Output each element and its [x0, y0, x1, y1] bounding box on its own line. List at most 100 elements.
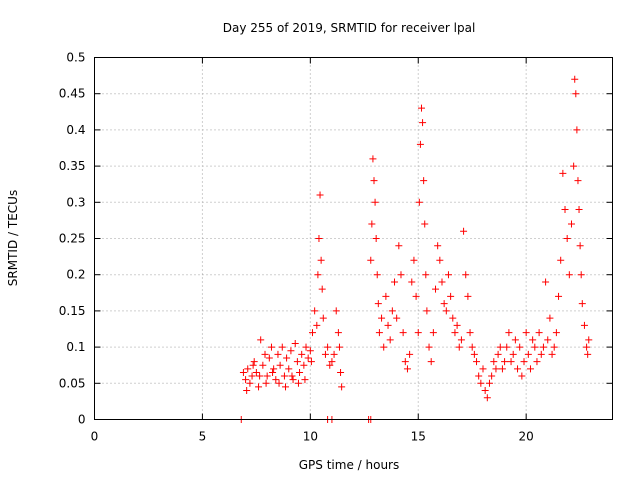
data-point: [302, 343, 310, 351]
data-point: [573, 126, 581, 134]
data-point: [421, 220, 429, 228]
data-point: [316, 191, 324, 199]
data-point: [481, 387, 489, 395]
data-point: [280, 372, 288, 380]
x-tick-label: 0: [91, 430, 99, 444]
data-point: [451, 329, 459, 337]
data-point: [438, 278, 446, 286]
data-point: [296, 368, 304, 376]
data-point: [535, 329, 543, 337]
data-point: [464, 292, 472, 300]
data-point: [455, 343, 463, 351]
data-point: [330, 350, 338, 358]
data-point: [509, 350, 517, 358]
data-point: [414, 329, 422, 337]
data-point: [546, 314, 554, 322]
y-tick-label: 0.2: [66, 268, 85, 282]
data-point: [334, 329, 342, 337]
data-point: [307, 358, 315, 366]
x-tick-label: 5: [199, 430, 207, 444]
data-point: [503, 343, 511, 351]
data-point: [291, 339, 299, 347]
data-point: [328, 358, 336, 366]
data-point: [371, 198, 379, 206]
data-point: [369, 155, 377, 163]
data-point: [275, 379, 283, 387]
data-point: [496, 343, 504, 351]
data-point: [314, 271, 322, 279]
data-point: [425, 343, 433, 351]
data-point: [466, 329, 474, 337]
data-point: [563, 235, 571, 242]
data-point: [447, 292, 455, 300]
data-point: [572, 90, 580, 98]
data-point: [406, 350, 414, 358]
data-point: [567, 220, 575, 228]
data-point: [278, 343, 286, 351]
data-point: [311, 307, 319, 315]
data-point: [261, 350, 269, 358]
data-point: [267, 343, 275, 351]
data-point: [520, 358, 528, 366]
data-point: [263, 372, 271, 380]
data-point: [276, 361, 284, 369]
data-point: [427, 358, 435, 366]
data-point: [526, 365, 534, 373]
data-point: [283, 354, 291, 362]
data-point: [505, 329, 513, 337]
data-point: [565, 271, 573, 279]
data-point: [262, 379, 270, 387]
data-point: [548, 350, 556, 358]
data-points: [237, 75, 593, 423]
data-point: [561, 206, 569, 214]
data-point: [269, 368, 277, 376]
data-point: [537, 350, 545, 358]
data-point: [248, 372, 256, 380]
data-point: [313, 321, 321, 329]
data-point: [249, 361, 257, 369]
data-point: [462, 271, 470, 279]
data-point: [423, 307, 431, 315]
data-point: [498, 365, 506, 373]
data-point: [542, 278, 550, 286]
data-point: [256, 372, 264, 380]
data-point: [410, 256, 418, 264]
data-point: [338, 383, 346, 391]
data-point: [272, 376, 280, 384]
data-point: [580, 321, 588, 329]
data-point: [242, 376, 250, 384]
data-point: [298, 350, 306, 358]
data-point: [393, 314, 401, 322]
data-point: [557, 256, 565, 264]
data-point: [422, 271, 430, 279]
data-point: [408, 278, 416, 286]
data-point: [584, 350, 592, 358]
data-point: [494, 350, 502, 358]
data-point: [488, 372, 496, 380]
data-point: [388, 307, 396, 315]
data-point: [308, 329, 316, 337]
data-point: [270, 365, 278, 373]
data-point: [485, 379, 493, 387]
data-point: [332, 307, 340, 315]
data-point: [483, 394, 491, 402]
data-point: [460, 227, 468, 235]
data-point: [412, 292, 420, 300]
data-point: [420, 177, 428, 185]
data-point: [380, 343, 388, 351]
data-point: [550, 343, 558, 351]
data-point: [367, 256, 375, 264]
data-point: [533, 358, 541, 366]
data-point: [473, 358, 481, 366]
data-point: [378, 314, 386, 322]
data-point: [416, 140, 424, 148]
data-point: [574, 177, 582, 185]
data-point: [577, 271, 585, 279]
data-point: [419, 119, 427, 127]
y-tick-label: 0.05: [59, 376, 86, 390]
data-point: [274, 350, 282, 358]
data-point: [368, 220, 376, 228]
data-point: [300, 361, 308, 369]
data-point: [529, 336, 537, 344]
